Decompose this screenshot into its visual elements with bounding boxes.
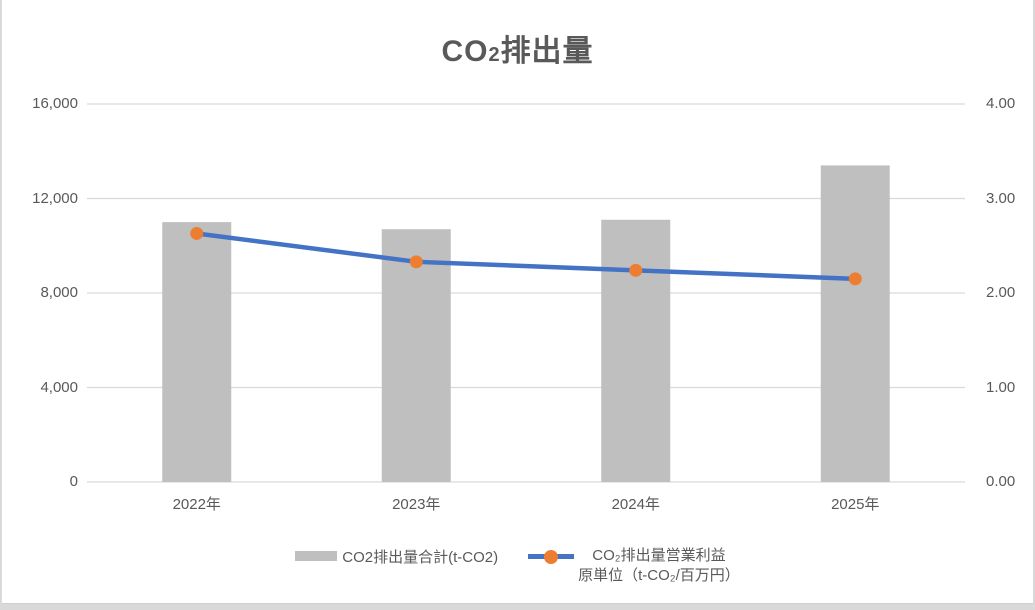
legend-label-line-series: CO₂排出量営業利益 原単位（t-CO₂/百万円） [578,546,740,586]
bar[interactable] [601,219,671,482]
legend: CO2排出量合計(t-CO2) CO₂排出量営業利益 原単位（t-CO₂/百万円… [2,546,1033,586]
bar-series-swatch-icon [295,551,338,561]
chart-title: CO2排出量 [2,26,1033,70]
y-axis-left-tick-label: 0 [69,473,78,490]
y-axis-left-tick-label: 8,000 [40,284,78,301]
bar[interactable] [162,222,232,482]
y-axis-left-tick-label: 4,000 [40,378,78,396]
line-marker-icon [544,549,559,564]
x-axis-category-label: 2024年 [611,496,660,513]
bar[interactable] [381,229,451,482]
bar[interactable] [820,165,890,483]
legend-label-line-series-line1: CO₂排出量営業利益 [592,547,726,564]
data-point-marker[interactable] [190,226,204,240]
line-series[interactable] [194,231,858,282]
chart-title-post: 排出量 [500,35,594,68]
y-axis-left-tick-label: 16,000 [32,95,78,112]
y-axis-right-tick-label: 2.00 [986,284,1016,301]
x-axis-category-label: 2022年 [172,496,221,513]
y-axis-left-tick-label: 12,000 [32,189,78,207]
data-point-marker[interactable] [409,255,423,269]
line-series-swatch-icon [528,549,575,564]
x-axis-category-label: 2025年 [831,496,880,513]
y-axis-right-tick-label: 1.00 [986,378,1016,396]
y-axis-right-tick-label: 4.00 [986,95,1016,112]
sheet-edge-strip [2,603,1033,610]
legend-item-bar-series[interactable]: CO2排出量合計(t-CO2) [295,546,498,567]
chart-title-pre: CO [441,35,489,68]
legend-item-line-series[interactable]: CO₂排出量営業利益 原単位（t-CO₂/百万円） [528,546,740,586]
data-point-marker[interactable] [848,272,862,286]
y-axis-right-tick-label: 0.00 [986,473,1016,490]
legend-label-bar-series: CO2排出量合計(t-CO2) [342,549,499,566]
y-axis-right-tick-label: 3.00 [986,189,1016,207]
legend-label-line-series-line2: 原単位（t-CO₂/百万円） [578,567,740,584]
x-axis-category-label: 2023年 [392,496,441,513]
chart-title-subscript: 2 [488,44,501,66]
data-point-marker[interactable] [629,263,643,277]
